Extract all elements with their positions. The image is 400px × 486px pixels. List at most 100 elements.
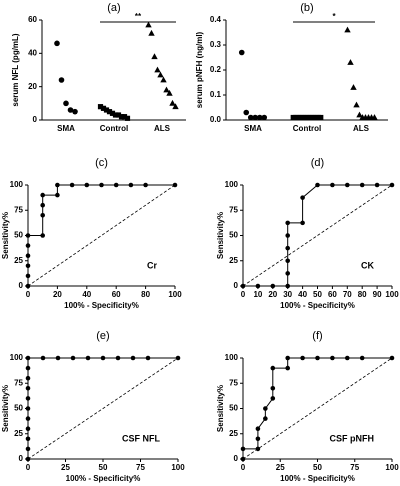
roc-point: [25, 406, 31, 411]
roc-point: [300, 195, 305, 200]
dot: [121, 114, 128, 120]
roc-point: [25, 263, 31, 269]
dot: [151, 53, 158, 60]
y-tick-label: 0.0: [210, 115, 222, 124]
roc-point: [315, 355, 320, 361]
dot: [172, 103, 179, 110]
dot: [318, 114, 324, 121]
x-tick-label: 60: [112, 290, 121, 299]
roc-point: [345, 355, 350, 361]
x-tick-label: 75: [350, 463, 359, 472]
roc-point: [115, 355, 121, 361]
roc-point: [359, 355, 365, 361]
roc-point: [25, 456, 31, 462]
roc-point: [330, 355, 335, 361]
x-tick-label: 100: [168, 290, 182, 299]
x-tick-label: 70: [343, 290, 352, 299]
dot: [115, 112, 122, 118]
roc-point: [113, 182, 119, 188]
x-tick-label: 20: [268, 290, 277, 299]
roc-point: [85, 355, 91, 361]
roc-point: [315, 182, 320, 188]
roc-point: [270, 365, 276, 371]
x-tick-label: 0: [26, 290, 31, 299]
roc-point: [270, 396, 276, 401]
dot: [97, 104, 104, 110]
roc-point: [255, 426, 261, 432]
panel-title: (c): [95, 157, 108, 169]
curve-label: CK: [361, 260, 374, 270]
roc-point: [285, 355, 291, 361]
x-tick-label: 50: [99, 463, 108, 472]
dot: [118, 114, 125, 120]
x-tick-label: 75: [136, 463, 145, 472]
roc-point: [143, 182, 148, 188]
y-tick-label: 20: [28, 82, 37, 91]
y-tick-label: 0.4: [210, 15, 222, 24]
roc-point: [240, 446, 246, 452]
y-axis-label: serum pNFH (ng/ml): [195, 31, 204, 108]
roc-point: [359, 182, 365, 188]
y-tick-label: 25: [14, 429, 23, 438]
x-tick-label: 50: [313, 290, 322, 299]
roc-point: [175, 355, 181, 361]
roc-point: [285, 220, 291, 226]
dot: [350, 84, 357, 90]
y-tick-label: 25: [14, 256, 23, 265]
roc-point: [285, 233, 291, 238]
x-tick-label: 50: [313, 463, 322, 472]
y-tick-label: 75: [14, 205, 23, 214]
dot: [247, 114, 254, 121]
roc-point: [145, 355, 151, 361]
y-tick-label: 100: [225, 353, 239, 362]
roc-point: [40, 355, 46, 361]
y-tick-label: 0: [19, 281, 24, 290]
roc-point: [40, 192, 45, 198]
dot: [124, 115, 131, 121]
dot: [252, 114, 259, 121]
dot: [160, 76, 167, 83]
roc-point: [285, 365, 291, 371]
roc-point: [389, 182, 395, 188]
y-tick-label: 50: [14, 404, 23, 413]
y-tick-label: 0.3: [210, 40, 222, 49]
significance-label: **: [135, 12, 142, 21]
roc-point: [25, 436, 31, 442]
x-tick-label: SMA: [57, 124, 75, 133]
y-axis-label: Sensitivity%: [1, 212, 10, 259]
x-tick-label: 0: [26, 463, 31, 472]
y-tick-label: 50: [229, 231, 238, 240]
y-tick-label: 40: [28, 48, 37, 57]
dot: [145, 21, 152, 28]
roc-point: [128, 182, 134, 188]
roc-point: [25, 426, 31, 432]
roc-point: [55, 192, 60, 198]
y-tick-label: 0: [19, 454, 24, 463]
roc-point: [300, 220, 305, 226]
dot: [154, 66, 161, 73]
panel-title: (a): [107, 2, 120, 14]
panel-title: (d): [311, 157, 324, 169]
roc-point: [25, 446, 31, 452]
roc-point: [25, 365, 31, 371]
x-tick-label: 25: [61, 463, 70, 472]
dot: [54, 40, 60, 47]
y-tick-label: 100: [10, 180, 24, 189]
x-tick-label: 60: [328, 290, 337, 299]
roc-point: [285, 245, 291, 251]
roc-point: [25, 233, 31, 238]
roc-point: [255, 436, 261, 442]
dot: [356, 111, 363, 118]
x-tick-label: 100: [171, 463, 185, 472]
y-tick-label: 100: [225, 180, 239, 189]
y-axis-label: Sensitivity%: [216, 385, 225, 432]
dot: [109, 110, 116, 116]
x-tick-label: 0: [241, 290, 246, 299]
roc-point: [25, 253, 31, 258]
y-axis-label: Sensitivity%: [216, 212, 225, 259]
x-tick-label: 90: [373, 290, 382, 299]
reference-line: [242, 357, 393, 460]
x-tick-label: 80: [141, 290, 150, 299]
y-axis-label: Sensitivity%: [1, 385, 10, 432]
